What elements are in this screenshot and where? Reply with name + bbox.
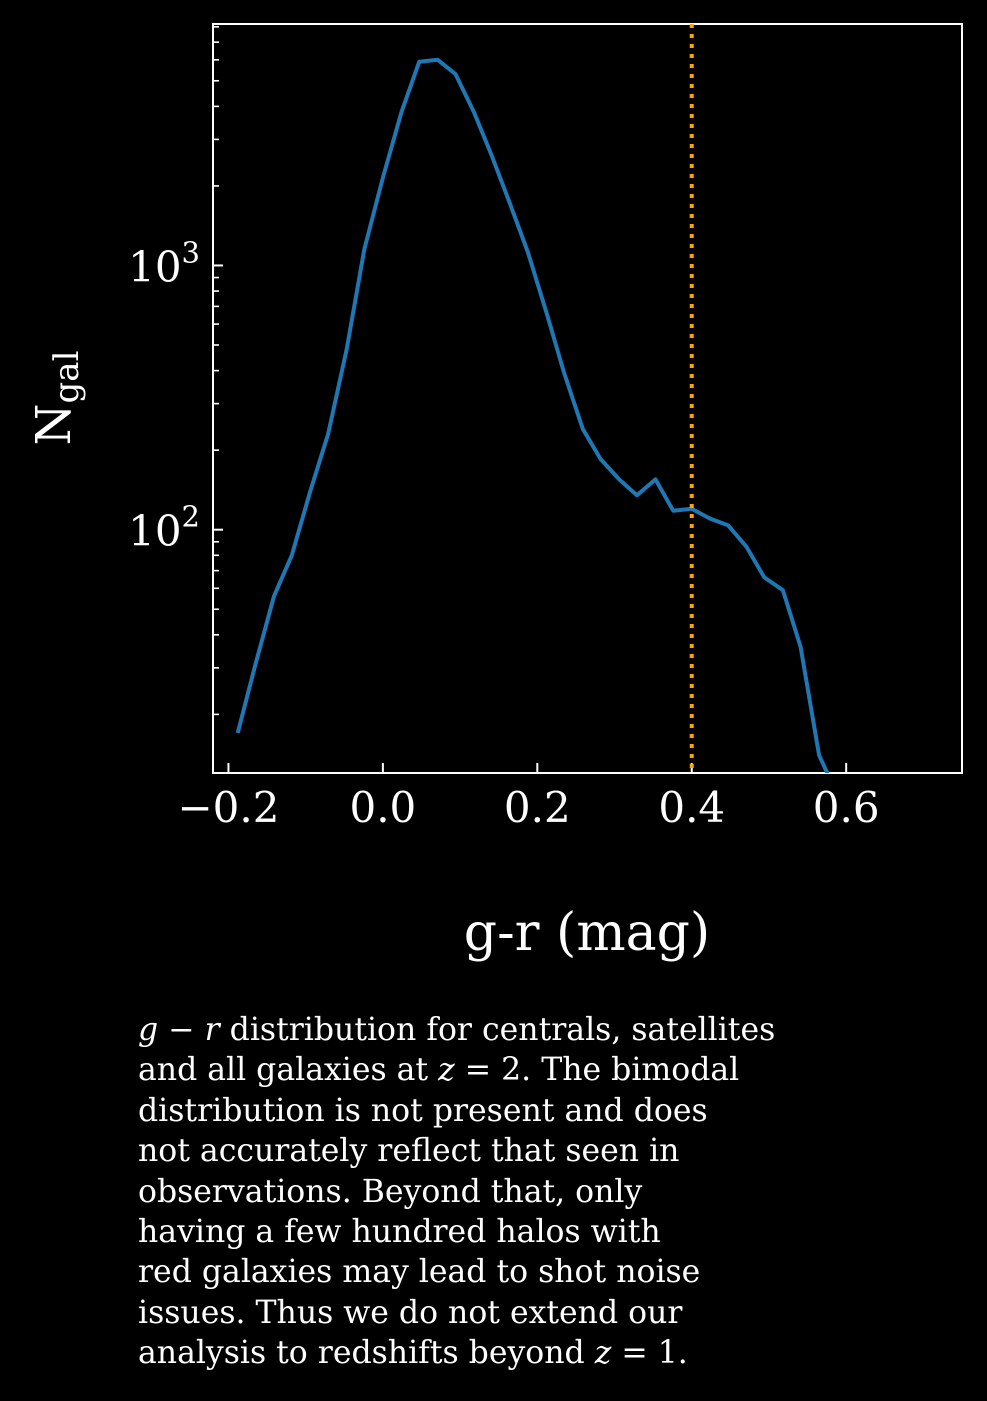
minor-ticks — [213, 26, 219, 716]
caption-line: issues. Thus we do not extend our — [138, 1293, 858, 1333]
caption-text: distribution is not present and does — [138, 1092, 708, 1129]
caption-line: having a few hundred halos with — [138, 1212, 858, 1252]
caption-line: red galaxies may lead to shot noise — [138, 1252, 858, 1292]
y-tick-label-base: 10 — [128, 242, 181, 291]
y-tick-label: 102 — [128, 500, 200, 556]
caption-line: and all galaxies at z = 2. The bimodal — [138, 1050, 858, 1090]
caption-text: having a few hundred halos with — [138, 1214, 661, 1251]
caption-text: z — [594, 1335, 612, 1372]
caption-text: g — [138, 1012, 159, 1048]
x-tick-label: 0.4 — [658, 783, 725, 832]
caption-text: analysis to redshifts beyond — [138, 1335, 595, 1372]
caption-text: z — [438, 1052, 455, 1089]
caption-text: observations. Beyond that, only — [138, 1173, 643, 1210]
caption-text: = 2. The bimodal — [454, 1052, 740, 1089]
caption-line: distribution is not present and does — [138, 1091, 858, 1131]
caption-text: red galaxies may lead to shot noise — [138, 1254, 701, 1291]
x-axis-title: g-r (mag) — [464, 903, 710, 963]
caption-line: g − r distribution for centrals, satelli… — [138, 1010, 858, 1050]
caption-text: r — [204, 1012, 220, 1048]
x-tick-label: 0.6 — [813, 783, 880, 832]
figure-caption: g − r distribution for centrals, satelli… — [138, 1010, 858, 1374]
y-axis-title: Ngal — [26, 351, 87, 446]
y-axis-title-main: N — [26, 403, 82, 445]
series-line — [235, 57, 830, 773]
caption-line: not accurately reflect that seen in — [138, 1131, 858, 1171]
caption-text: and all galaxies at — [138, 1052, 439, 1089]
caption-text: distribution for centrals, satellites — [219, 1012, 776, 1048]
caption-text: not accurately reflect that seen in — [138, 1133, 680, 1170]
x-tick-label: 0.2 — [504, 783, 571, 832]
y-tick-label: 103 — [128, 235, 200, 291]
caption-text: − — [158, 1012, 205, 1048]
y-tick-label-base: 10 — [128, 507, 181, 556]
caption-text: issues. Thus we do not extend our — [138, 1294, 683, 1331]
y-axis-title-subscript: gal — [47, 351, 87, 404]
y-tick-label-exponent: 3 — [182, 235, 200, 269]
caption-text: = 1. — [611, 1335, 688, 1372]
caption-line: observations. Beyond that, only — [138, 1172, 858, 1212]
caption-line: analysis to redshifts beyond z = 1. — [138, 1333, 858, 1373]
x-tick-label: −0.2 — [177, 783, 279, 832]
series-lines — [235, 57, 830, 773]
x-tick-labels: −0.2 0.0 0.2 0.4 0.6 — [177, 783, 879, 832]
plot-frame — [212, 23, 963, 774]
x-tick-label: 0.0 — [349, 783, 416, 832]
y-tick-label-exponent: 2 — [182, 500, 200, 534]
